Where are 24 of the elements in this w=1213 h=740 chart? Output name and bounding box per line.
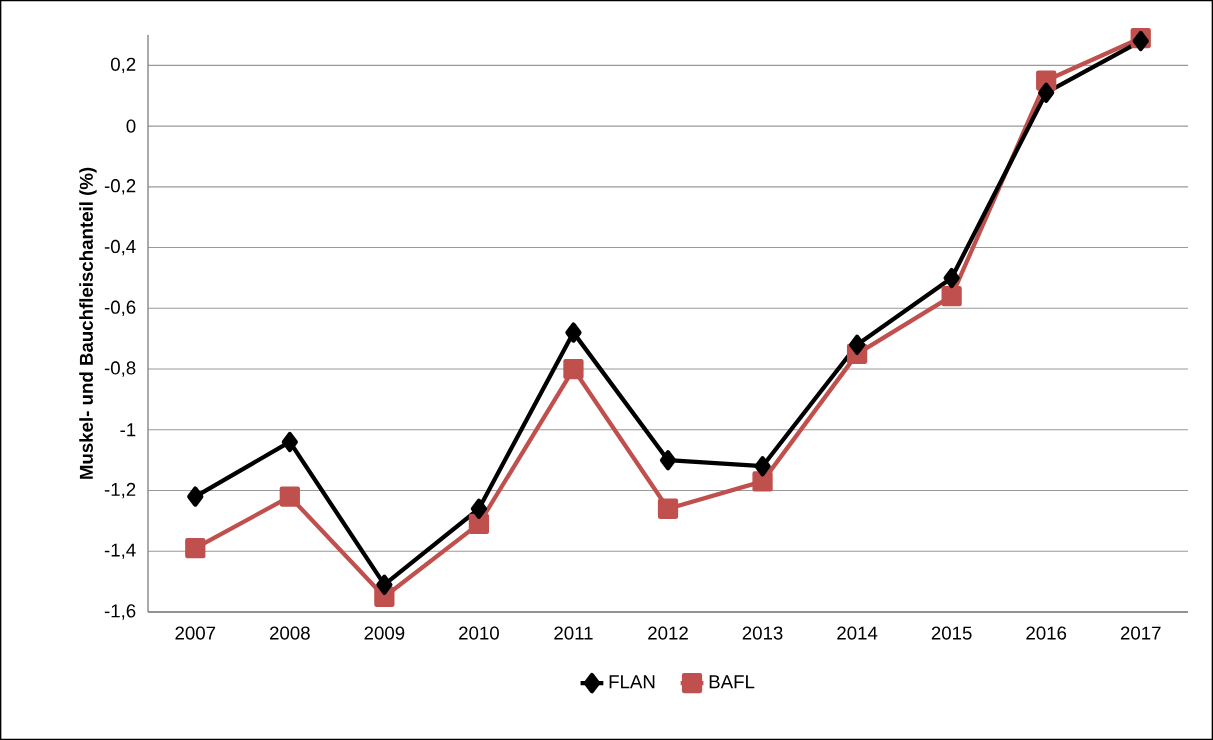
y-tick-label: -0,8 (104, 361, 136, 377)
y-tick-label: -0,4 (104, 239, 136, 256)
y-tick-label: -1,4 (104, 543, 136, 559)
legend-label: BAFL (709, 675, 755, 689)
x-tick-label: 2013 (742, 626, 783, 640)
y-tick-label: 0 (126, 119, 136, 133)
y-tick-label: -1,6 (104, 604, 136, 620)
legend-label: FLAN (609, 675, 655, 689)
y-tick-label: -1,2 (104, 482, 136, 499)
y-tick-label: -0,2 (104, 179, 136, 195)
x-tick-label: 2007 (175, 626, 216, 640)
y-tick-label: -0,6 (104, 300, 136, 317)
y-axis-title: Muskel- und Bauchfleischanteil (%) (79, 167, 97, 479)
y-tick-label: -1 (120, 423, 136, 437)
x-tick-label: 2010 (459, 626, 499, 640)
x-tick-label: 2014 (837, 626, 878, 640)
x-tick-label: 2017 (1120, 626, 1161, 640)
x-tick-label: 2011 (554, 626, 593, 640)
x-tick-label: 2016 (1026, 626, 1067, 640)
x-tick-label: 2012 (648, 626, 688, 640)
x-tick-label: 2009 (364, 626, 405, 640)
y-tick-label: 0,2 (110, 57, 136, 74)
x-tick-label: 2015 (931, 626, 972, 640)
x-tick-label: 2008 (270, 626, 310, 640)
